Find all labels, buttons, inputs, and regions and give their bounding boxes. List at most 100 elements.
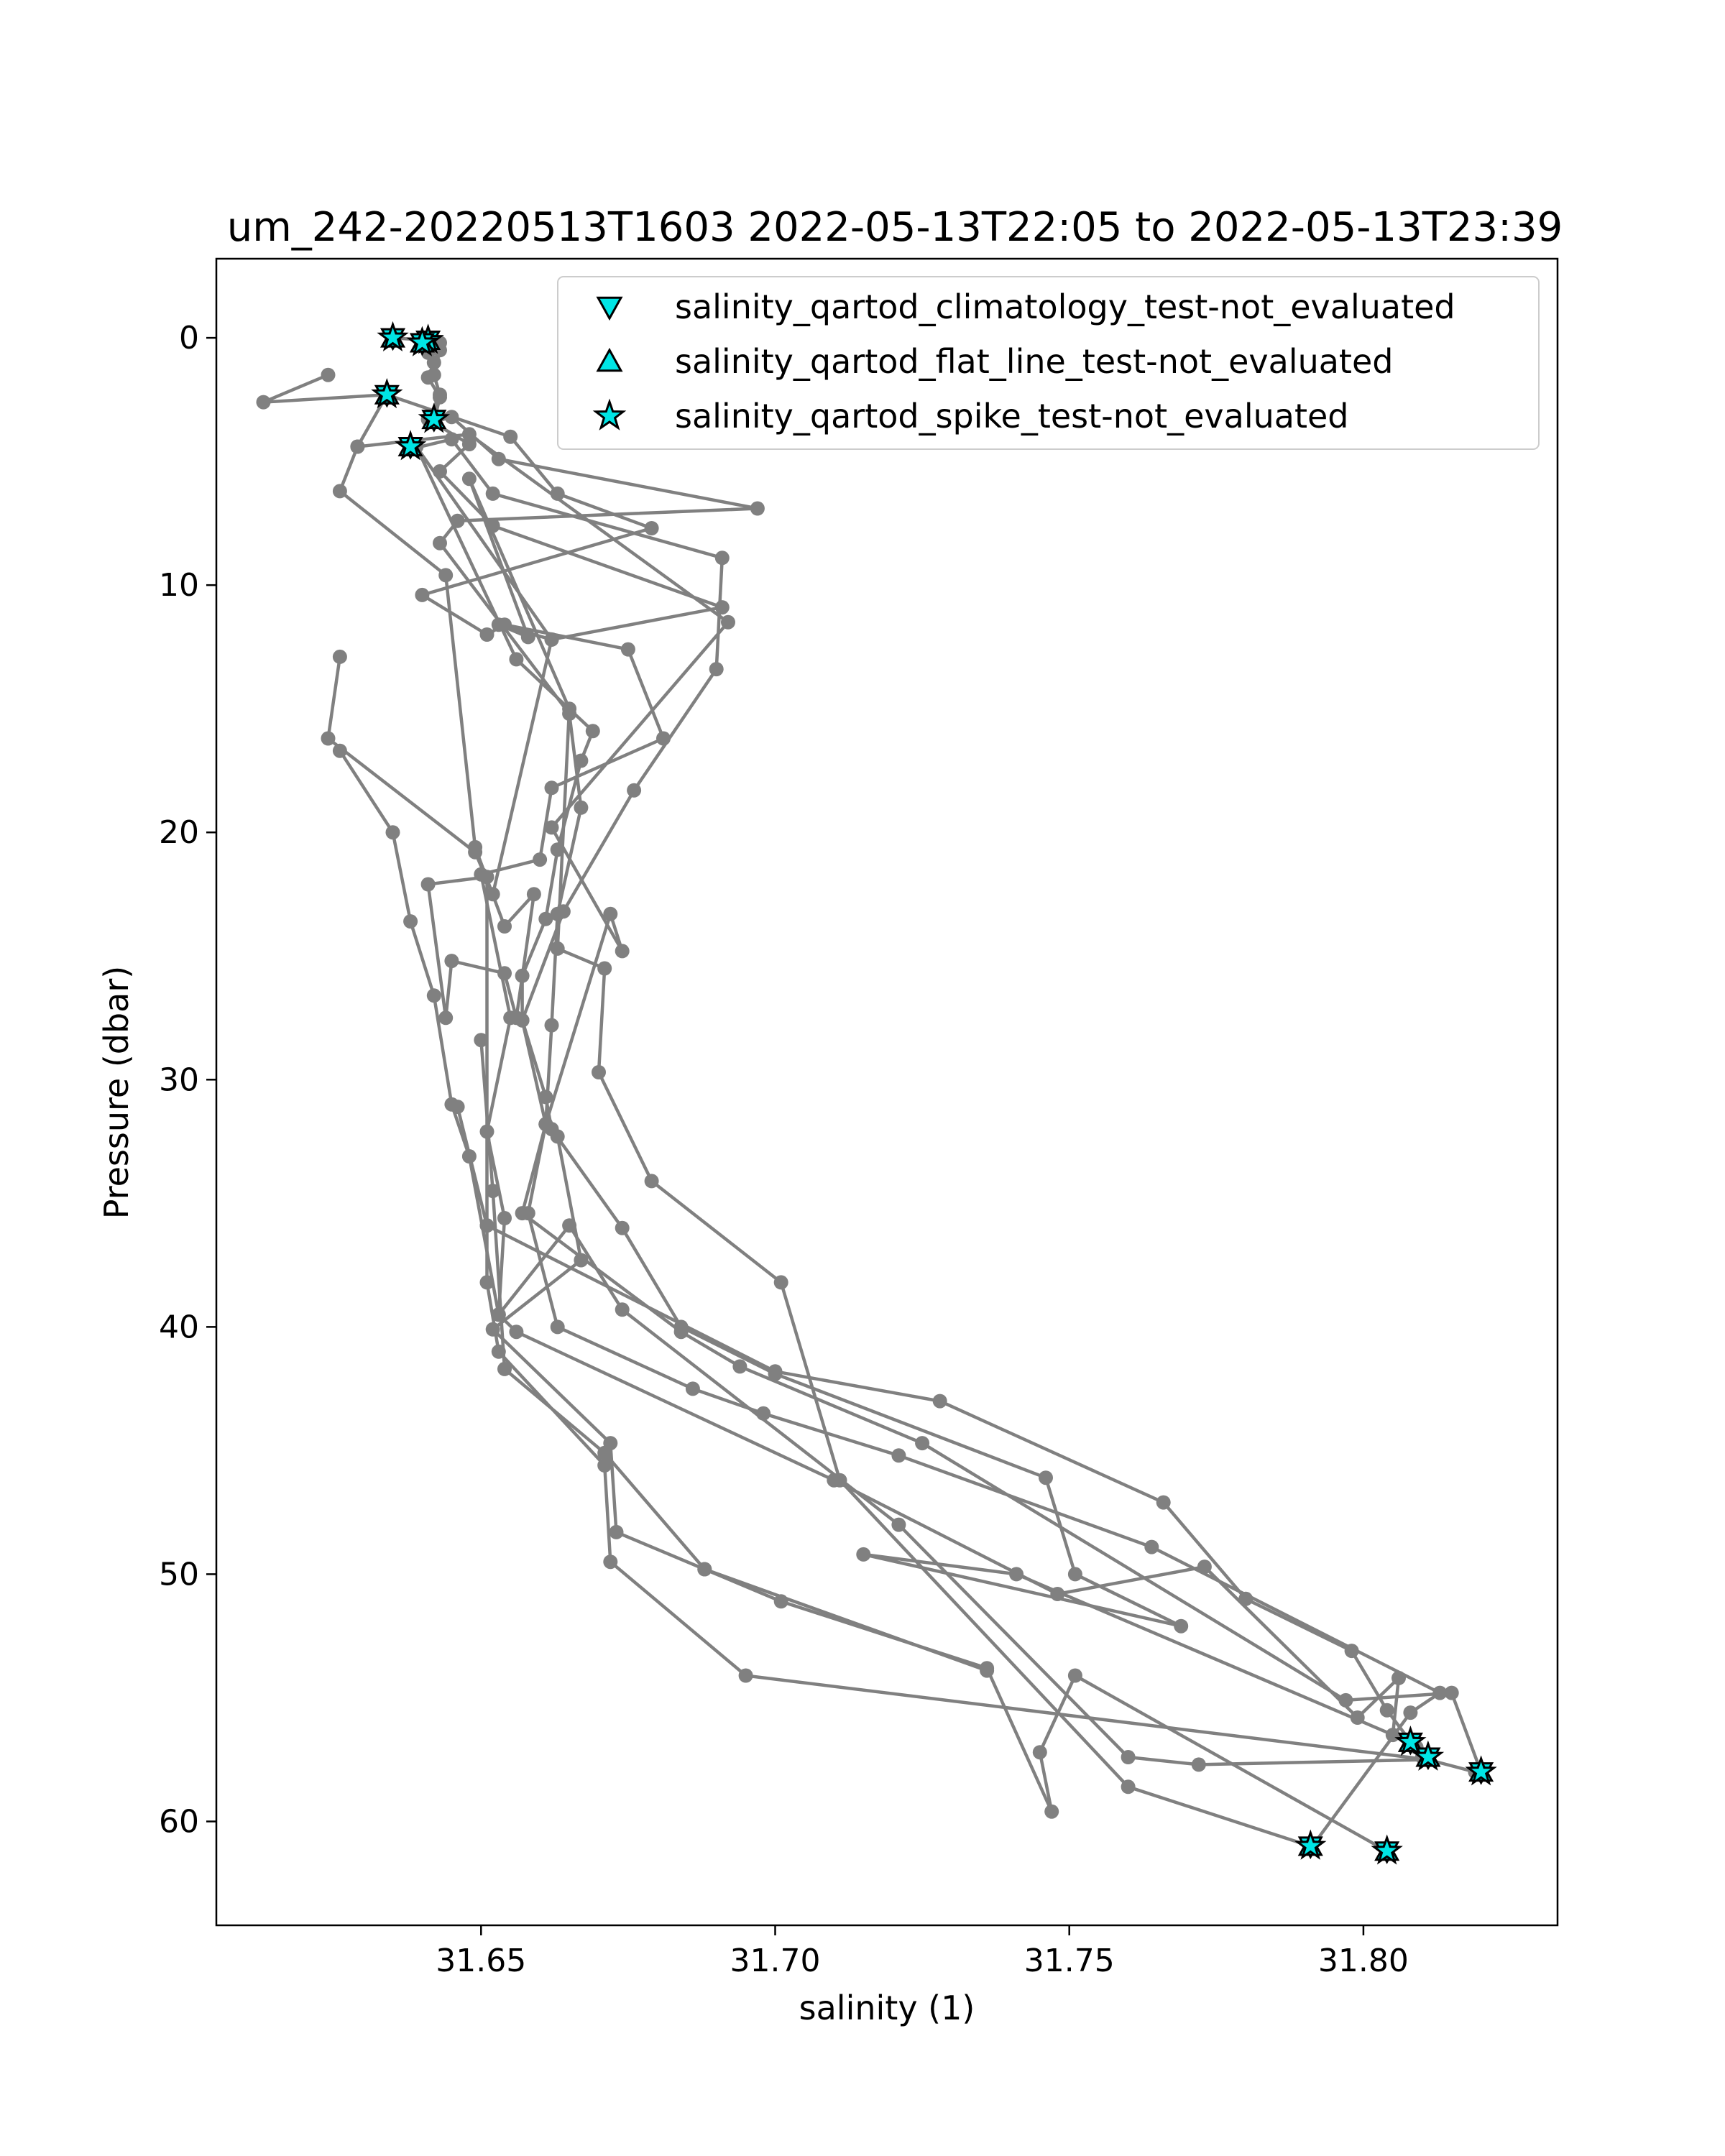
profile-point <box>709 662 724 677</box>
profile-point <box>1444 1685 1459 1700</box>
flag-star-marker <box>1465 1755 1497 1786</box>
flag-star-marker <box>406 326 438 356</box>
legend-triangle-down-icon <box>596 296 623 321</box>
legend-label: salinity_qartod_flat_line_test-not_evalu… <box>675 342 1393 381</box>
profile-point <box>620 642 635 657</box>
profile-point <box>891 1448 906 1463</box>
profile-point <box>491 617 506 632</box>
profile-point <box>491 451 506 466</box>
qartod-flag-marker <box>1294 1829 1327 1860</box>
x-tick-label: 31.75 <box>1024 1943 1115 1979</box>
profile-point <box>1344 1644 1359 1659</box>
profile-point <box>932 1393 947 1409</box>
series-layer <box>256 331 1489 1858</box>
profile-point <box>1238 1591 1254 1606</box>
profile-point <box>485 1184 500 1199</box>
profile-point <box>1379 1703 1394 1718</box>
profile-point <box>256 395 271 410</box>
y-tick-label: 40 <box>159 1309 199 1345</box>
profile-point <box>562 701 577 717</box>
profile-point <box>644 1174 659 1189</box>
legend-triangle-up-icon <box>596 347 623 372</box>
profile-point <box>856 1547 871 1562</box>
profile-point <box>533 852 548 867</box>
profile-point <box>980 1663 995 1678</box>
profile-point <box>738 1668 753 1683</box>
profile-point <box>485 486 500 501</box>
profile-point <box>461 427 477 442</box>
profile-point <box>444 954 459 969</box>
legend-label: salinity_qartod_climatology_test-not_eva… <box>675 287 1455 326</box>
profile-point <box>1197 1560 1212 1575</box>
profile-series <box>350 427 1489 1779</box>
profile-series <box>450 1100 1430 1764</box>
profile-point <box>321 367 336 382</box>
profile-point <box>550 941 565 956</box>
profile-point <box>479 627 494 642</box>
legend-label: salinity_qartod_spike_test-not_evaluated <box>675 397 1348 436</box>
profile-point <box>644 521 659 535</box>
profile-point <box>603 906 618 921</box>
profile-point <box>773 1275 788 1290</box>
profile-point <box>479 1218 494 1233</box>
profile-point <box>1121 1750 1136 1764</box>
profile-point <box>450 1100 465 1115</box>
y-axis-ticks: 0 10 20 30 40 50 60 <box>159 320 216 1840</box>
profile-point <box>497 1361 512 1376</box>
profile-point <box>574 753 589 768</box>
profile-point <box>497 1211 512 1225</box>
profile-point <box>538 1117 553 1132</box>
profile-point <box>385 825 400 840</box>
profile-point <box>1067 1668 1082 1683</box>
profile-point <box>714 550 730 566</box>
profile-point <box>585 724 600 739</box>
x-tick-label: 31.65 <box>436 1943 526 1979</box>
profile-point <box>697 1562 712 1577</box>
profile-point <box>438 1010 454 1026</box>
profile-point <box>497 966 512 981</box>
plot-frame <box>215 257 1559 1927</box>
profile-point <box>768 1364 783 1379</box>
profile-point <box>1156 1495 1171 1510</box>
profile-point <box>1032 1745 1047 1760</box>
profile-point <box>574 800 589 815</box>
profile-point <box>426 988 441 1003</box>
profile-point <box>673 1325 689 1340</box>
profile-point <box>426 367 441 382</box>
x-tick-label: 31.80 <box>1318 1943 1409 1979</box>
profile-point <box>627 783 642 798</box>
qartod-flag-marker <box>1371 1834 1403 1865</box>
profile-point <box>562 1218 577 1233</box>
y-tick-label: 60 <box>159 1803 199 1840</box>
profile-point <box>433 464 447 479</box>
profile-point <box>574 1253 589 1268</box>
profile-point <box>491 1307 506 1322</box>
profile-point <box>732 1359 748 1374</box>
qartod-flag-marker <box>377 321 409 352</box>
profile-point <box>544 820 559 835</box>
profile-point <box>544 1018 559 1033</box>
profile-point <box>544 632 559 647</box>
qartod-flag-marker <box>1394 1726 1427 1756</box>
profile-point <box>1174 1618 1189 1634</box>
profile-line <box>357 433 1483 1773</box>
profile-point <box>597 1445 612 1460</box>
legend-star-icon <box>592 398 627 430</box>
profile-point <box>915 1436 930 1451</box>
profile-line <box>338 394 1429 1761</box>
profile-series <box>474 1033 995 1678</box>
qartod-flag-marker <box>1412 1740 1445 1771</box>
flag-star-marker <box>1294 1829 1327 1860</box>
legend-box <box>557 276 1540 450</box>
profile-point <box>474 1033 489 1048</box>
profile-point <box>1039 1470 1053 1485</box>
profile-point <box>433 535 447 550</box>
profile-point <box>544 780 559 796</box>
profile-point <box>1144 1539 1159 1554</box>
profile-point <box>332 649 347 664</box>
qartod-flag-marker <box>371 377 403 409</box>
profile-point <box>468 844 483 860</box>
y-tick-label: 50 <box>159 1556 199 1593</box>
profile-point <box>592 1065 606 1079</box>
